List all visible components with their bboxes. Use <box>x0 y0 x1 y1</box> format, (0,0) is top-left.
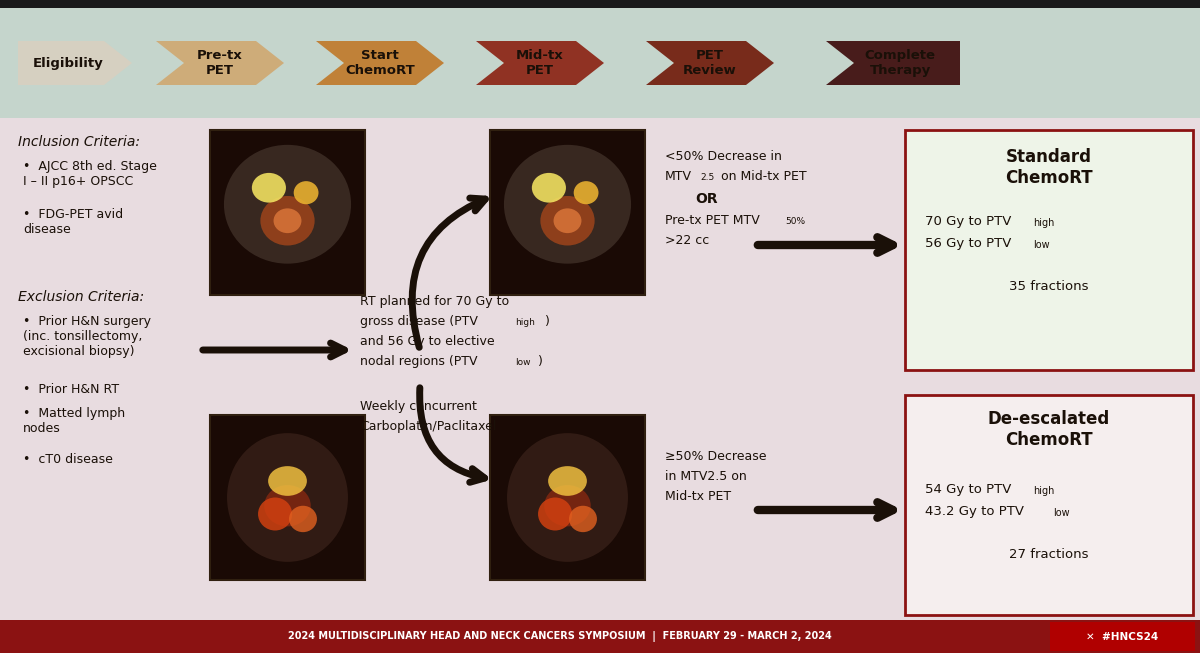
Text: <50% Decrease in: <50% Decrease in <box>665 150 782 163</box>
Text: •  FDG-PET avid
disease: • FDG-PET avid disease <box>23 208 124 236</box>
Bar <box>0 0 1200 118</box>
Text: gross disease (PTV: gross disease (PTV <box>360 315 478 328</box>
Text: Mid-tx PET: Mid-tx PET <box>665 490 731 503</box>
Text: 35 fractions: 35 fractions <box>1009 280 1088 293</box>
Ellipse shape <box>508 433 628 562</box>
Text: •  Matted lymph
nodes: • Matted lymph nodes <box>23 407 125 435</box>
Bar <box>0 0 1200 8</box>
Text: RT planned for 70 Gy to: RT planned for 70 Gy to <box>360 295 509 308</box>
Ellipse shape <box>258 498 292 530</box>
Text: PET
Review: PET Review <box>683 49 737 77</box>
Polygon shape <box>826 41 960 85</box>
Polygon shape <box>18 41 132 85</box>
Ellipse shape <box>540 196 595 246</box>
Ellipse shape <box>264 485 311 526</box>
Bar <box>0 620 1200 653</box>
Text: 43.2 Gy to PTV: 43.2 Gy to PTV <box>925 505 1024 518</box>
Polygon shape <box>476 41 604 85</box>
Ellipse shape <box>548 466 587 496</box>
Bar <box>210 130 365 295</box>
Text: ✕  #HNCS24: ✕ #HNCS24 <box>1086 632 1158 642</box>
Text: 56 Gy to PTV: 56 Gy to PTV <box>925 237 1012 250</box>
Text: low: low <box>1033 240 1050 250</box>
Polygon shape <box>646 41 774 85</box>
Text: •  cT0 disease: • cT0 disease <box>23 453 113 466</box>
Ellipse shape <box>252 173 286 202</box>
Bar <box>905 395 1193 615</box>
Text: Start
ChemoRT: Start ChemoRT <box>346 49 415 77</box>
Text: Mid-tx
PET: Mid-tx PET <box>516 49 564 77</box>
Text: Standard
ChemoRT: Standard ChemoRT <box>1006 148 1093 187</box>
Text: low: low <box>1054 508 1069 518</box>
Ellipse shape <box>532 173 566 202</box>
Text: 27 fractions: 27 fractions <box>1009 548 1088 561</box>
Bar <box>905 130 1193 370</box>
Ellipse shape <box>289 506 317 532</box>
Ellipse shape <box>574 181 599 204</box>
Text: De-escalated
ChemoRT: De-escalated ChemoRT <box>988 410 1110 449</box>
Text: >22 cc: >22 cc <box>665 234 709 247</box>
Bar <box>490 130 646 295</box>
Ellipse shape <box>224 145 352 264</box>
Text: Carboplatin/Paclitaxel: Carboplatin/Paclitaxel <box>360 420 497 433</box>
Text: ): ) <box>538 355 542 368</box>
Text: 50%: 50% <box>785 217 805 226</box>
Text: on Mid-tx PET: on Mid-tx PET <box>718 170 806 183</box>
Text: high: high <box>515 318 535 327</box>
Bar <box>1050 622 1195 651</box>
Bar <box>0 118 1200 620</box>
Text: high: high <box>1033 218 1055 228</box>
Text: nodal regions (PTV: nodal regions (PTV <box>360 355 478 368</box>
Ellipse shape <box>545 485 590 526</box>
Text: ): ) <box>545 315 550 328</box>
Ellipse shape <box>294 181 318 204</box>
Text: Eligibility: Eligibility <box>32 57 103 69</box>
Ellipse shape <box>569 506 596 532</box>
Bar <box>210 415 365 580</box>
Text: OR: OR <box>695 192 718 206</box>
Text: ≥50% Decrease: ≥50% Decrease <box>665 450 767 463</box>
Ellipse shape <box>553 208 582 233</box>
Text: 70 Gy to PTV: 70 Gy to PTV <box>925 215 1012 228</box>
Polygon shape <box>156 41 284 85</box>
Ellipse shape <box>274 208 301 233</box>
Ellipse shape <box>260 196 314 246</box>
Ellipse shape <box>268 466 307 496</box>
Text: Complete
Therapy: Complete Therapy <box>864 49 936 77</box>
Text: Pre-tx PET MTV: Pre-tx PET MTV <box>665 214 760 227</box>
Text: high: high <box>1033 486 1055 496</box>
Text: •  AJCC 8th ed. Stage
I – II p16+ OPSCC: • AJCC 8th ed. Stage I – II p16+ OPSCC <box>23 160 157 188</box>
Text: Inclusion Criteria:: Inclusion Criteria: <box>18 135 140 149</box>
Ellipse shape <box>504 145 631 264</box>
Text: •  Prior H&N surgery
(inc. tonsillectomy,
excisional biopsy): • Prior H&N surgery (inc. tonsillectomy,… <box>23 315 151 358</box>
Text: •  Prior H&N RT: • Prior H&N RT <box>23 383 119 396</box>
Bar <box>490 415 646 580</box>
Ellipse shape <box>538 498 572 530</box>
Ellipse shape <box>227 433 348 562</box>
Text: Weekly concurrent: Weekly concurrent <box>360 400 476 413</box>
Text: Pre-tx
PET: Pre-tx PET <box>197 49 242 77</box>
Text: and 56 Gy to elective: and 56 Gy to elective <box>360 335 494 348</box>
Text: 2.5: 2.5 <box>700 173 714 182</box>
Text: Exclusion Criteria:: Exclusion Criteria: <box>18 290 144 304</box>
Text: 2024 MULTIDISCIPLINARY HEAD AND NECK CANCERS SYMPOSIUM  |  FEBRUARY 29 - MARCH 2: 2024 MULTIDISCIPLINARY HEAD AND NECK CAN… <box>288 631 832 643</box>
Text: low: low <box>515 358 530 367</box>
Text: in MTV2.5 on: in MTV2.5 on <box>665 470 746 483</box>
Text: 54 Gy to PTV: 54 Gy to PTV <box>925 483 1012 496</box>
Polygon shape <box>316 41 444 85</box>
Text: MTV: MTV <box>665 170 692 183</box>
